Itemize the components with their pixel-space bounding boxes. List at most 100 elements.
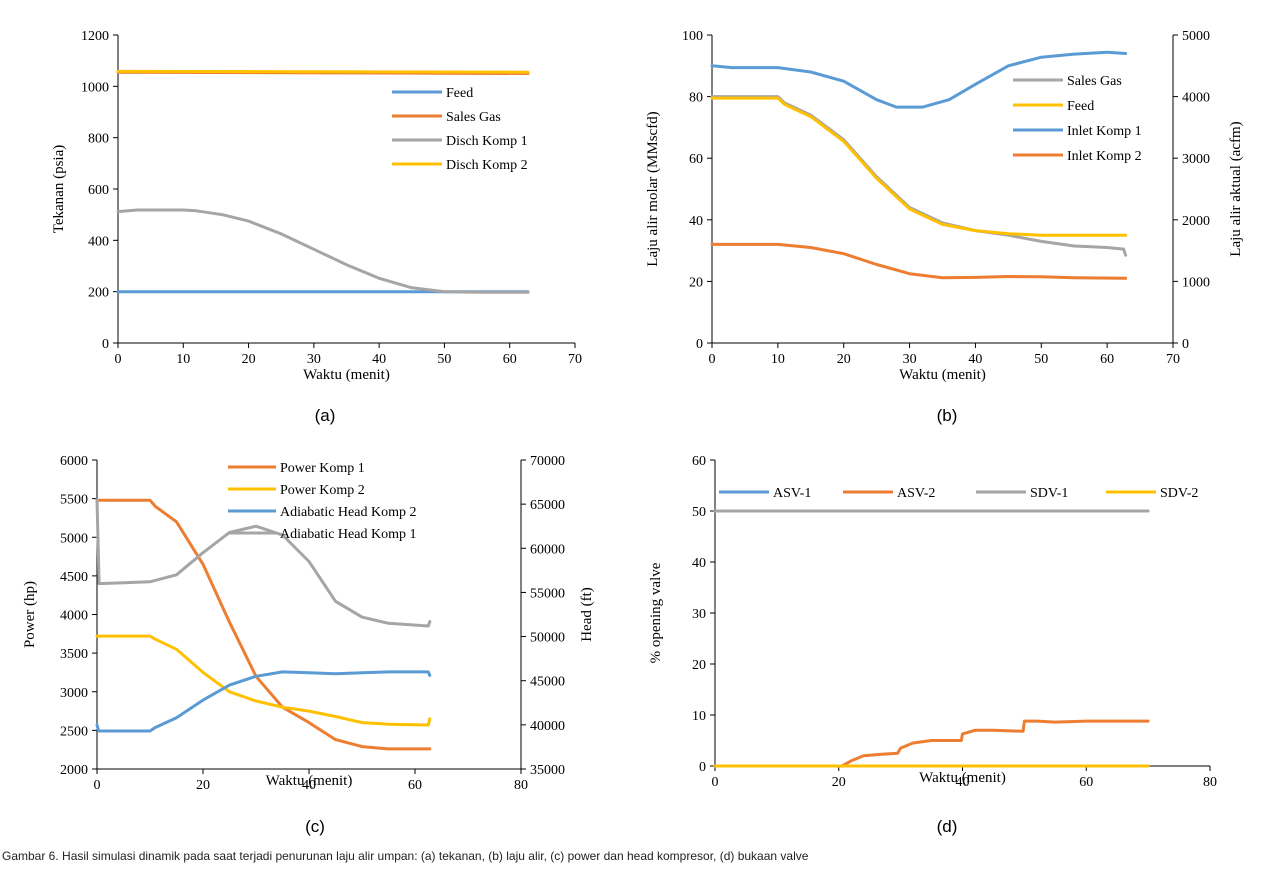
- y2-tick-label: 0: [1182, 337, 1189, 352]
- legend-entry: Power Komp 2: [280, 483, 365, 498]
- legend-entry: Power Komp 1: [280, 461, 365, 476]
- x-tick-label: 70: [1166, 352, 1180, 367]
- x-axis-label: Waktu (menit): [266, 773, 353, 789]
- x-axis-label: Waktu (menit): [303, 367, 390, 383]
- x-tick-label: 10: [176, 352, 190, 367]
- panel-label: (a): [315, 406, 336, 425]
- y-tick-label: 100: [682, 29, 703, 44]
- x-tick-label: 80: [1203, 775, 1217, 790]
- panel-label: (b): [937, 406, 958, 425]
- panel-label: (d): [937, 817, 958, 836]
- x-tick-label: 10: [771, 352, 785, 367]
- y2-tick-label: 55000: [530, 586, 565, 601]
- series-line-disch-komp-2: [116, 69, 530, 74]
- x-axis-label: Waktu (menit): [899, 367, 986, 383]
- y2-tick-label: 45000: [530, 675, 565, 690]
- legend: ASV-1 ASV-2 SDV-1 SDV-2: [719, 486, 1198, 501]
- y-tick-label: 0: [696, 337, 703, 352]
- x-tick-label: 60: [408, 778, 422, 793]
- series-line-sales-gas: [710, 95, 1128, 257]
- x-tick-label: 50: [1034, 352, 1048, 367]
- y-tick-label: 5000: [60, 531, 88, 546]
- y-tick-label: 6000: [60, 454, 88, 469]
- y2-tick-label: 40000: [530, 719, 565, 734]
- series-line-adiabatic-head-komp-2: [95, 670, 432, 733]
- legend-entry: SDV-2: [1160, 486, 1198, 501]
- y-tick-label: 600: [88, 183, 109, 198]
- legend-entry: ASV-1: [773, 486, 811, 501]
- series-line-disch-komp-1: [116, 208, 530, 294]
- x-tick-label: 20: [832, 775, 846, 790]
- legend-entry: SDV-1: [1030, 486, 1068, 501]
- x-tick-label: 0: [709, 352, 716, 367]
- series-line-feed: [710, 96, 1128, 237]
- legend-entry: Inlet Komp 1: [1067, 124, 1142, 139]
- figure-caption: Gambar 6. Hasil simulasi dinamik pada sa…: [2, 849, 809, 863]
- y-tick-label: 0: [102, 337, 109, 352]
- y-tick-label: 60: [689, 152, 703, 167]
- y2-tick-label: 5000: [1182, 29, 1210, 44]
- y-tick-label: 0: [699, 760, 706, 775]
- x-tick-label: 40: [968, 352, 982, 367]
- y2-tick-label: 1000: [1182, 275, 1210, 290]
- y-tick-label: 20: [692, 658, 706, 673]
- x-tick-label: 0: [94, 778, 101, 793]
- legend-entry: Feed: [446, 86, 473, 101]
- legend-entry: ASV-2: [897, 486, 935, 501]
- y2-axis-label: Head (ft): [579, 587, 595, 642]
- legend-entry: Disch Komp 2: [446, 158, 528, 173]
- y2-tick-label: 35000: [530, 763, 565, 778]
- y-tick-label: 200: [88, 286, 109, 301]
- y-tick-label: 20: [689, 275, 703, 290]
- y-tick-label: 1000: [81, 80, 109, 95]
- legend: Power Komp 1 Power Komp 2 Adiabatic Head K…: [228, 461, 416, 542]
- y2-tick-label: 2000: [1182, 214, 1210, 229]
- y2-tick-label: 4000: [1182, 91, 1210, 106]
- y-tick-label: 40: [692, 556, 706, 571]
- series-line-adiabatic-head-komp-1: [95, 498, 432, 628]
- y-tick-label: 4500: [60, 570, 88, 585]
- legend-entry: Sales Gas: [1067, 74, 1122, 89]
- y-tick-label: 30: [692, 607, 706, 622]
- y-tick-label: 400: [88, 234, 109, 249]
- legend-entry: Feed: [1067, 99, 1094, 114]
- legend-entry: Disch Komp 1: [446, 134, 528, 149]
- legend-entry: Adiabatic Head Komp 1: [280, 527, 416, 542]
- series-line-asv-2: [840, 719, 1150, 768]
- y2-tick-label: 70000: [530, 454, 565, 469]
- x-tick-label: 20: [242, 352, 256, 367]
- x-tick-label: 30: [307, 352, 321, 367]
- y2-tick-label: 3000: [1182, 152, 1210, 167]
- panel-label: (c): [305, 817, 325, 836]
- x-tick-label: 70: [568, 352, 582, 367]
- y-axis-label: % opening valve: [648, 562, 664, 663]
- y-axis-label: Power (hp): [22, 581, 38, 648]
- y-tick-label: 40: [689, 214, 703, 229]
- x-tick-label: 60: [503, 352, 517, 367]
- chart-a: 0 10 20 30 40 50 60 70 0 200 400 600 800 1000 1200 Wakt…: [51, 29, 582, 425]
- legend: Sales Gas Feed Inlet Komp 1 Inlet Komp 2: [1013, 74, 1142, 164]
- series-line-power-komp-2: [95, 634, 432, 727]
- legend-entry: Inlet Komp 2: [1067, 149, 1142, 164]
- y-tick-label: 4000: [60, 609, 88, 624]
- x-tick-label: 80: [514, 778, 528, 793]
- y2-axis-label: Laju alir aktual (acfm): [1228, 121, 1244, 256]
- y2-tick-label: 65000: [530, 498, 565, 513]
- series-line-inlet-komp-2: [710, 242, 1128, 280]
- x-tick-label: 60: [1079, 775, 1093, 790]
- y-tick-label: 3000: [60, 686, 88, 701]
- y-axis-label: Tekanan (psia): [51, 145, 67, 234]
- y-tick-label: 800: [88, 132, 109, 147]
- x-tick-label: 50: [437, 352, 451, 367]
- y-tick-label: 80: [689, 91, 703, 106]
- x-tick-label: 40: [372, 352, 386, 367]
- chart-c: 0 20 40 60 80 2000 2500 3000 3500 4000 4500 5000 550…: [22, 454, 595, 836]
- y2-tick-label: 50000: [530, 631, 565, 646]
- chart-b: 0 10 20 30 40 50 60 700204060801000100020003000…: [645, 29, 1244, 425]
- legend-entry: Sales Gas: [446, 110, 501, 125]
- x-tick-label: 0: [115, 352, 122, 367]
- legend: Feed Sales Gas Disch Komp 1 Disch Komp 2: [392, 86, 528, 173]
- x-tick-label: 60: [1100, 352, 1114, 367]
- series-line-inlet-komp-1: [710, 50, 1128, 109]
- y-tick-label: 5500: [60, 493, 88, 508]
